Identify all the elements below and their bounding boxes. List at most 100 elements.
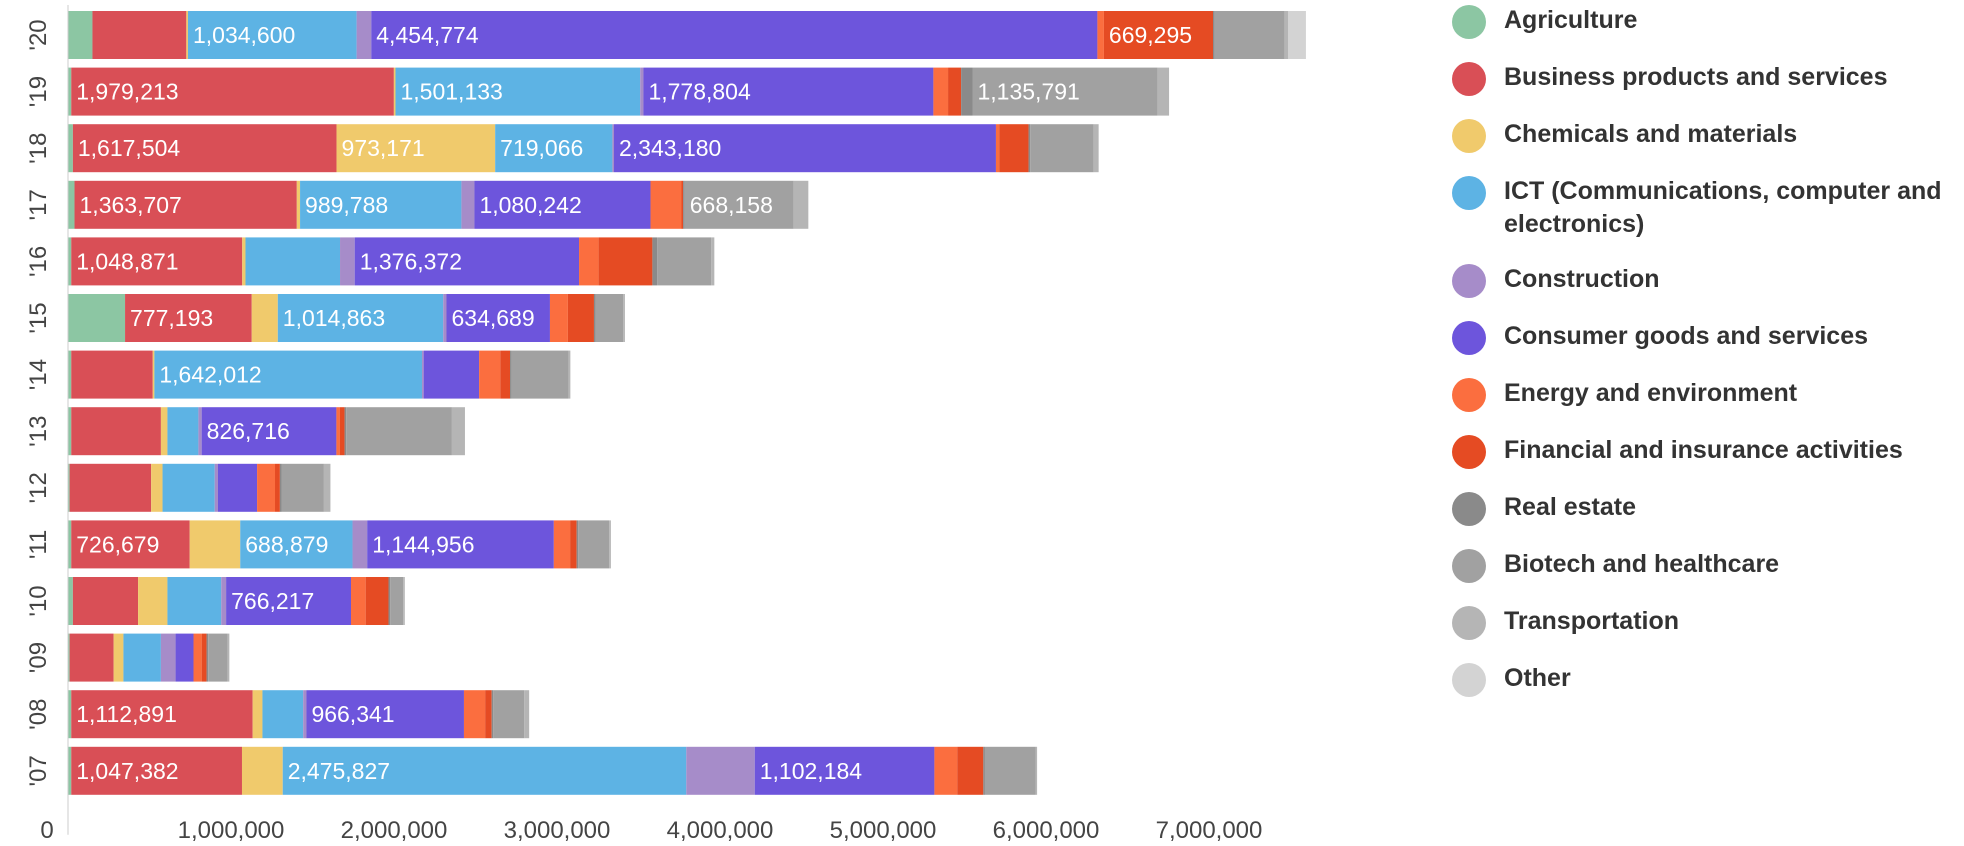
- bar-segment-business-products-and-services-14: [71, 350, 153, 399]
- bar-segment-transportation-09: [227, 633, 230, 682]
- data-label: 1,376,372: [360, 248, 462, 274]
- data-label: 668,158: [690, 192, 773, 218]
- bar-segment-construction-20: [356, 11, 372, 59]
- x-tick-label: 4,000,000: [667, 817, 774, 844]
- bar-segment-ict-communications-computer-and-electronics-08: [262, 690, 304, 739]
- bar-segment-transportation-20: [1284, 11, 1288, 59]
- bar-segment-ict-communications-computer-and-electronics-13: [167, 407, 199, 456]
- legend-label: Chemicals and materials: [1504, 120, 1798, 148]
- bar-segment-business-products-and-services-07: [71, 746, 242, 795]
- bar-segment-energy-and-environment-13: [336, 407, 340, 456]
- year-tick-label: '20: [25, 19, 52, 50]
- legend-item-biotech-and-healthcare: Biotech and healthcare: [1452, 548, 1964, 583]
- value-axis: 0 1,000,000 2,000,000 3,000,000 4,000,000 5,0…: [40, 5, 1262, 844]
- legend-item-energy-and-environment: Energy and environment: [1452, 377, 1964, 412]
- year-axis: '20 '19 '18 '17 '16 '15 '14 '13 '12 '11 '10 '09 '08 '…: [25, 19, 52, 786]
- bar-segment-consumer-goods-and-services-08: [306, 690, 464, 739]
- bar-segment-real-estate-20: [1213, 11, 1215, 59]
- bar-segment-energy-and-environment-07: [934, 746, 958, 795]
- data-label: 688,879: [245, 531, 328, 557]
- bar-segment-construction-16: [340, 237, 355, 286]
- bar-segment-financial-and-insurance-activities-14: [500, 350, 511, 399]
- data-label: 1,501,133: [401, 79, 503, 105]
- bar-segment-biotech-and-healthcare-13: [346, 407, 452, 456]
- data-label: 1,144,956: [372, 531, 474, 557]
- bar-segment-real-estate-09: [206, 633, 209, 682]
- bar-segment-agriculture-09: [68, 633, 70, 682]
- bar-segment-chemicals-and-materials-17: [296, 180, 301, 229]
- bar-segment-chemicals-and-materials-10: [138, 577, 168, 625]
- bar-segment-financial-and-insurance-activities-09: [201, 633, 207, 682]
- bar-segment-construction-15: [443, 294, 447, 342]
- bar-segment-business-products-and-services-11: [71, 520, 190, 569]
- bar-segment-energy-and-environment-19: [933, 67, 949, 116]
- bar-segment-financial-and-insurance-activities-13: [339, 407, 345, 456]
- legend-item-financial-and-insurance-activities: Financial and insurance activities: [1452, 434, 1964, 469]
- bar-segment-real-estate-19: [961, 67, 973, 116]
- legend-item-real-estate: Real estate: [1452, 491, 1964, 526]
- bar-segment-ict-communications-computer-and-electronics-15: [277, 294, 444, 342]
- bar-segment-construction-10: [221, 577, 227, 625]
- legend-item-consumer-goods-and-services: Consumer goods and services: [1452, 320, 1964, 355]
- bar-segment-agriculture-12: [68, 463, 70, 512]
- bar-segment-chemicals-and-materials-20: [186, 11, 188, 59]
- legend-label: Financial and insurance activities: [1504, 436, 1903, 464]
- bar-segment-agriculture-19: [68, 67, 72, 116]
- year-tick-label: '15: [25, 302, 52, 333]
- legend-item-business-products-and-services: Business products and services: [1452, 61, 1964, 96]
- bar-segment-biotech-and-healthcare-07: [984, 746, 1036, 795]
- bar-segment-consumer-goods-and-services-18: [614, 124, 996, 173]
- bar-segment-energy-and-environment-16: [579, 237, 599, 286]
- legend-label: Construction: [1504, 265, 1660, 293]
- legend-label: Other: [1504, 664, 1571, 692]
- bar-segment-agriculture-15: [68, 294, 126, 342]
- bar-segment-chemicals-and-materials-12: [151, 463, 163, 512]
- bar-segment-consumer-goods-and-services-20: [371, 11, 1098, 59]
- data-label: 973,171: [342, 135, 425, 161]
- data-label: 1,080,242: [479, 192, 581, 218]
- bar-segment-business-products-and-services-16: [71, 237, 243, 286]
- legend-swatch: [1452, 62, 1486, 96]
- data-label: 2,343,180: [619, 135, 721, 161]
- bar-segment-business-products-and-services-18: [72, 124, 337, 173]
- legend-swatch: [1452, 119, 1486, 153]
- bar-segment-transportation-19: [1157, 67, 1170, 116]
- data-label: 4,454,774: [376, 22, 479, 48]
- legend-swatch: [1452, 663, 1486, 697]
- bar-segment-consumer-goods-and-services-19: [643, 67, 934, 116]
- bar-segment-agriculture-10: [68, 577, 73, 625]
- bar-segment-chemicals-and-materials-09: [113, 633, 124, 682]
- data-label: 726,679: [76, 531, 159, 557]
- bar-segment-ict-communications-computer-and-electronics-19: [395, 67, 641, 116]
- bar-segment-ict-communications-computer-and-electronics-12: [162, 463, 215, 512]
- year-tick-label: '10: [25, 585, 52, 616]
- bar-segment-consumer-goods-and-services-12: [217, 463, 258, 512]
- bar-segment-ict-communications-computer-and-electronics-09: [123, 633, 161, 682]
- bar-segment-business-products-and-services-08: [71, 690, 253, 739]
- bar-segment-chemicals-and-materials-14: [152, 350, 155, 399]
- bar-segment-chemicals-and-materials-16: [242, 237, 246, 286]
- bar-segment-construction-17: [461, 180, 475, 229]
- data-labels-layer: 1,034,600 4,454,774 669,295 1,979,213 1,501,…: [76, 22, 1192, 784]
- bar-segment-real-estate-14: [510, 350, 512, 399]
- bar-segment-business-products-and-services-13: [71, 407, 161, 456]
- x-tick-label: 0: [40, 817, 53, 844]
- bar-segment-energy-and-environment-14: [479, 350, 501, 399]
- data-label: 1,047,382: [76, 758, 178, 784]
- bar-segment-ict-communications-computer-and-electronics-16: [245, 237, 341, 286]
- bar-segment-ict-communications-computer-and-electronics-14: [154, 350, 423, 399]
- x-tick-label: 6,000,000: [993, 817, 1100, 844]
- bar-segment-financial-and-insurance-activities-16: [598, 237, 653, 286]
- legend-swatch: [1452, 606, 1486, 640]
- x-tick-label: 5,000,000: [830, 817, 937, 844]
- bar-segment-biotech-and-healthcare-15: [595, 294, 624, 342]
- legend-label: Agriculture: [1504, 6, 1638, 34]
- data-label: 1,979,213: [76, 79, 178, 105]
- data-label: 777,193: [130, 305, 213, 331]
- bar-segment-financial-and-insurance-activities-15: [567, 294, 594, 342]
- bar-segment-construction-12: [214, 463, 218, 512]
- bar-segment-transportation-11: [609, 520, 611, 569]
- year-tick-label: '13: [25, 416, 52, 447]
- legend-label: Consumer goods and services: [1504, 322, 1869, 350]
- bar-segment-biotech-and-healthcare-09: [208, 633, 228, 682]
